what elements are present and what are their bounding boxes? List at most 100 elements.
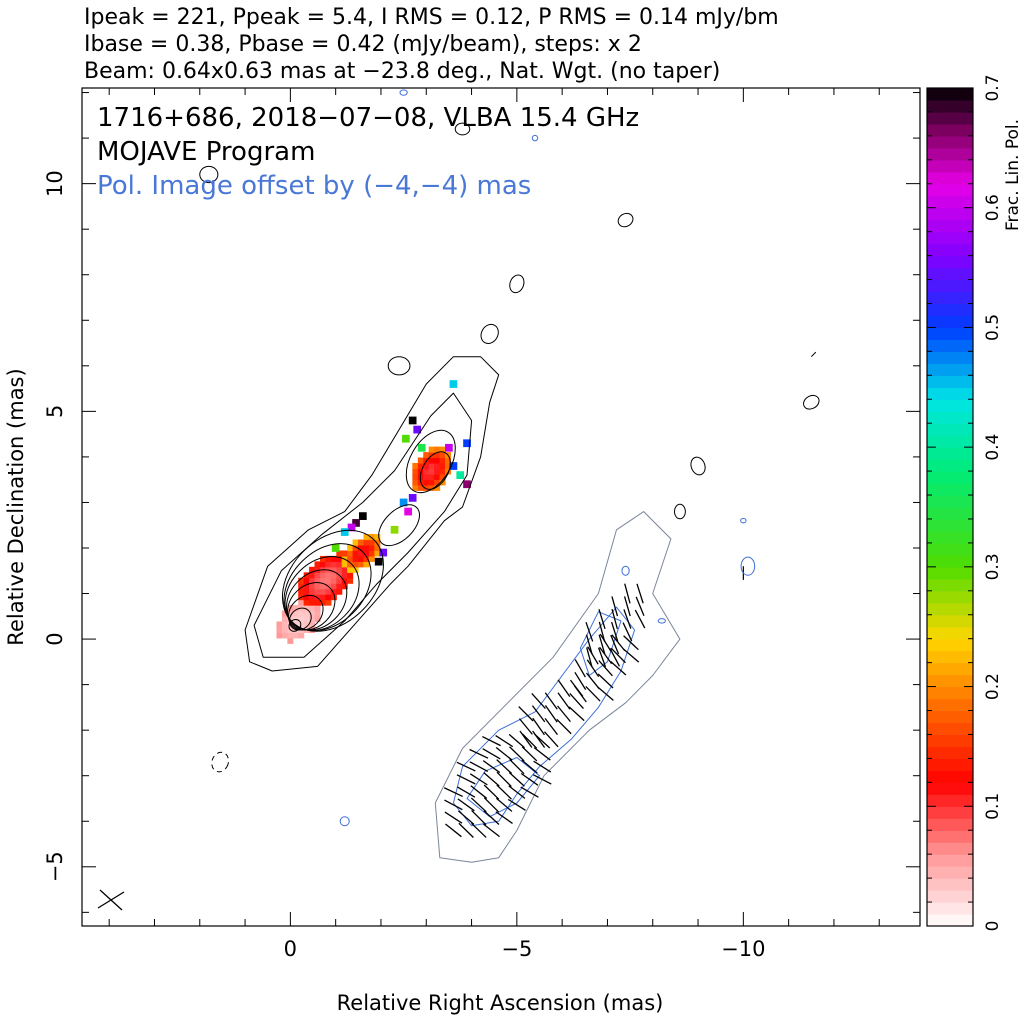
evpa-vector bbox=[610, 634, 620, 655]
evpa-vector bbox=[597, 686, 614, 701]
fpol-pixel bbox=[363, 561, 370, 568]
colorbar-cell bbox=[927, 866, 973, 879]
evpa-vector bbox=[495, 811, 513, 824]
fpol-pixel bbox=[319, 572, 326, 579]
fpol-pixel bbox=[330, 588, 337, 595]
fpol-pixel bbox=[347, 577, 354, 584]
colorbar-cell bbox=[927, 339, 973, 352]
evpa-vector bbox=[519, 730, 533, 748]
evpa-vector bbox=[544, 705, 558, 723]
fractional-polarization-map bbox=[276, 380, 471, 644]
evpa-vector bbox=[532, 730, 546, 748]
evpa-vector bbox=[586, 647, 593, 668]
evpa-vector bbox=[635, 596, 645, 616]
x-tick-label: −5 bbox=[501, 937, 532, 961]
fpol-edge-pixel bbox=[358, 512, 367, 520]
evpa-vectors bbox=[443, 583, 646, 838]
evpa-vector bbox=[469, 748, 489, 759]
fpol-pixel bbox=[412, 468, 419, 475]
fpol-pixel bbox=[309, 583, 316, 590]
fpol-pixel bbox=[281, 616, 288, 623]
fpol-pixel bbox=[439, 457, 446, 464]
colorbar-cell bbox=[927, 195, 973, 209]
fpol-pixel bbox=[330, 594, 337, 601]
evpa-vector bbox=[598, 634, 606, 655]
fpol-pixel bbox=[352, 544, 359, 552]
fpol-pixel bbox=[423, 468, 430, 475]
fpol-pixel bbox=[336, 583, 343, 590]
stokes-i-contours bbox=[199, 122, 820, 773]
fpol-edge-pixel bbox=[449, 380, 458, 388]
colorbar-cell bbox=[927, 327, 973, 340]
fpol-pixel bbox=[330, 572, 337, 579]
colorbar-cell bbox=[927, 423, 973, 436]
colorbar-cell bbox=[927, 698, 973, 712]
fpol-pixel bbox=[309, 588, 316, 595]
evpa-vector bbox=[443, 787, 463, 798]
fpol-pixel bbox=[423, 452, 430, 459]
fpol-pixel bbox=[336, 550, 343, 557]
fpol-pixel bbox=[444, 457, 452, 464]
fpol-pixel bbox=[309, 621, 316, 628]
fpol-pixel bbox=[319, 588, 326, 595]
fpol-pixel bbox=[374, 534, 381, 541]
stokes-i-contour bbox=[287, 594, 324, 631]
evpa-vector bbox=[624, 583, 631, 604]
pol-contour-inner bbox=[740, 556, 756, 576]
header-line-1: Ipeak = 221, Ppeak = 5.4, I RMS = 0.12, … bbox=[84, 5, 779, 30]
colorbar: 0 0.1 0.2 0.3 0.4 0.5 0.6 0.7 Frac. Lin.… bbox=[926, 74, 1023, 931]
fpol-pixel bbox=[444, 462, 452, 470]
fpol-edge-pixel bbox=[352, 519, 360, 527]
fpol-pixel bbox=[319, 583, 326, 590]
colorbar-cell bbox=[927, 854, 973, 867]
fpol-pixel bbox=[336, 555, 343, 562]
stokes-i-contour bbox=[253, 392, 473, 658]
fpol-pixel bbox=[319, 561, 326, 568]
evpa-vector bbox=[531, 693, 546, 710]
evpa-vector bbox=[587, 646, 599, 665]
fpol-pixel bbox=[303, 577, 310, 584]
colorbar-cell bbox=[927, 890, 973, 903]
colorbar-cell bbox=[927, 590, 973, 604]
evpa-vector bbox=[496, 784, 512, 800]
fpol-pixel bbox=[314, 599, 321, 606]
evpa-vector bbox=[611, 609, 618, 630]
evpa-vector bbox=[470, 785, 488, 799]
evpa-vector bbox=[557, 679, 571, 697]
fpol-pixel bbox=[309, 599, 316, 606]
stokes-i-contour bbox=[509, 274, 525, 294]
evpa-vector bbox=[569, 692, 584, 710]
evpa-vector bbox=[483, 810, 500, 825]
colorbar-cell bbox=[927, 770, 973, 783]
fpol-pixel bbox=[325, 577, 332, 584]
fpol-pixel bbox=[303, 599, 310, 606]
stokes-i-contour bbox=[387, 356, 411, 376]
colorbar-tick-label: 0.1 bbox=[983, 793, 1003, 820]
fpol-pixel bbox=[309, 577, 316, 584]
colorbar-cell bbox=[927, 782, 973, 795]
evpa-vector bbox=[457, 798, 475, 812]
fpol-pixel bbox=[303, 616, 310, 623]
evpa-vector bbox=[471, 822, 487, 838]
evpa-vector bbox=[623, 635, 639, 651]
evpa-vector bbox=[611, 596, 619, 617]
evpa-vector bbox=[622, 648, 640, 663]
pol-contour-inner bbox=[657, 618, 666, 624]
fpol-pixel bbox=[434, 462, 441, 470]
colorbar-cell bbox=[927, 183, 973, 197]
fpol-pixel bbox=[412, 484, 419, 491]
colorbar-cell bbox=[927, 267, 973, 281]
evpa-vector bbox=[568, 706, 585, 722]
fpol-pixel bbox=[368, 534, 375, 541]
evpa-vector bbox=[556, 718, 572, 735]
colorbar-cell bbox=[927, 614, 973, 628]
evpa-vector bbox=[483, 797, 500, 813]
plot-panel: 0 −5 −10 −5 0 5 10 1716+686, 2018−07−08,… bbox=[43, 87, 921, 961]
fpol-pixel bbox=[341, 583, 348, 590]
fpol-pixel bbox=[434, 473, 441, 480]
colorbar-cell bbox=[927, 674, 973, 688]
evpa-vector bbox=[598, 609, 606, 629]
fpol-pixel bbox=[439, 452, 446, 459]
fpol-pixel bbox=[292, 605, 299, 612]
colorbar-cell bbox=[927, 878, 973, 891]
